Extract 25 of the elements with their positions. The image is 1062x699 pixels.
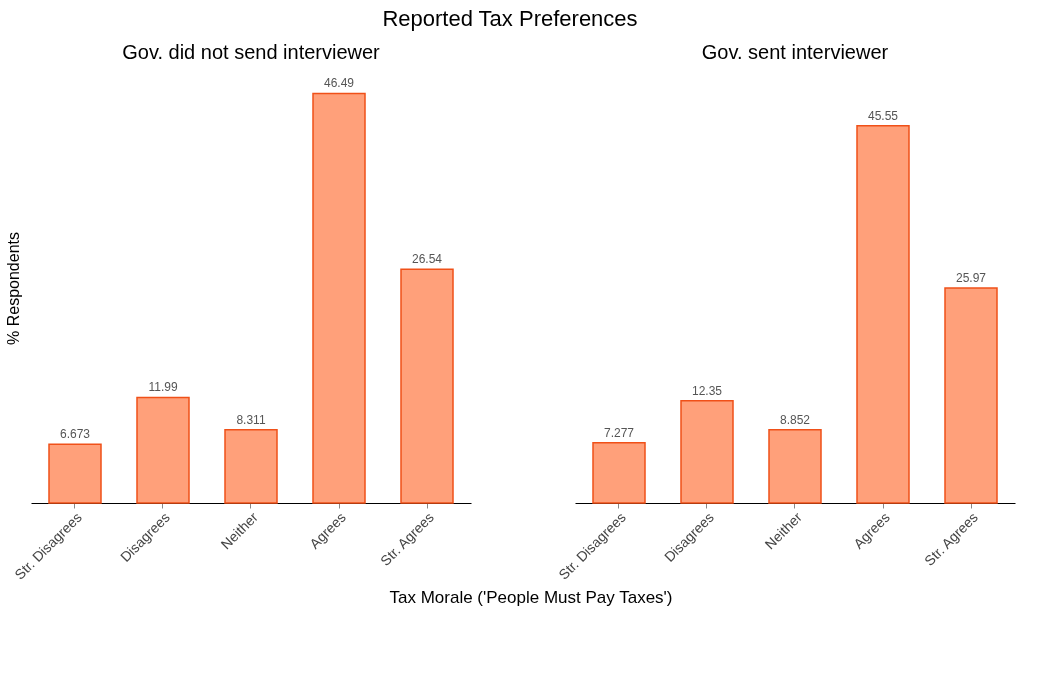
- data-label: 8.311: [236, 412, 266, 427]
- data-label: 45.55: [867, 108, 899, 123]
- bar: [136, 396, 190, 504]
- chart-subtitle: Gov. did not send interviewer: [122, 41, 381, 63]
- data-label: 7.277: [603, 425, 635, 440]
- data-label: 46.49: [323, 76, 355, 91]
- data-label: 6.673: [59, 427, 91, 442]
- bar: [944, 287, 998, 504]
- data-label: 8.852: [779, 412, 811, 427]
- bar: [312, 92, 366, 504]
- bar: [856, 125, 910, 504]
- data-label: 26.54: [411, 252, 443, 267]
- bar: [224, 429, 278, 504]
- bar: [400, 268, 454, 504]
- bar: [768, 428, 822, 504]
- bar: [680, 399, 734, 504]
- x-axis-title: Tax Morale ('People Must Pay Taxes'): [389, 588, 673, 607]
- chart-subtitle: Gov. sent interviewer: [701, 41, 889, 63]
- data-label: 11.99: [148, 380, 178, 395]
- chart-title: Reported Tax Preferences: [382, 6, 638, 31]
- bar: [592, 441, 646, 504]
- data-label: 12.35: [691, 383, 723, 398]
- data-label: 25.97: [955, 270, 987, 285]
- y-axis-title: % Respondents: [4, 232, 22, 345]
- bar: [48, 443, 102, 504]
